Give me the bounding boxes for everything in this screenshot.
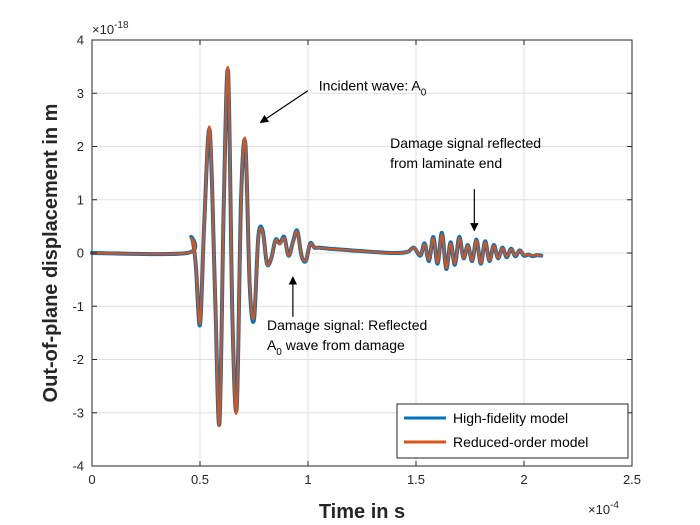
x-exponent-label: ×10-4: [588, 500, 619, 517]
series-layer: [90, 65, 544, 428]
legend: High-fidelity model Reduced-order model: [396, 403, 629, 459]
x-tick-label: 1.5: [407, 472, 425, 487]
x-tick-label: 2.5: [623, 472, 641, 487]
legend-box: [396, 403, 629, 459]
y-axis-label: Out-of-plane displacement in m: [40, 104, 62, 403]
y-exponent-value: -18: [114, 20, 129, 31]
annotation-text-laminate: Damage signal reflected: [390, 135, 541, 151]
y-exponent-label: ×10-18: [92, 20, 129, 37]
y-tick-label: 4: [77, 33, 84, 48]
y-tick-label: 3: [77, 86, 84, 101]
ticks: 0 0.5 1 1.5 2 2.5 -4 -3 -2 -1 0 1 2 3 4: [72, 33, 641, 488]
y-tick-label: -1: [72, 299, 84, 314]
x-tick-label: 1: [304, 472, 311, 487]
x-axis-label: Time in s: [319, 501, 405, 523]
annotation-arrow-incident: [259, 90, 309, 124]
y-tick-label: 1: [77, 192, 84, 207]
y-tick-label: 2: [77, 139, 84, 154]
x-tick-label: 0.5: [191, 472, 209, 487]
annotation-text-laminate: from laminate end: [390, 155, 502, 171]
legend-label-reduced-order: Reduced-order model: [453, 434, 588, 450]
x-tick-label: 2: [520, 472, 527, 487]
legend-label-high-fidelity: High-fidelity model: [453, 410, 568, 426]
annotation-text-damage: Damage signal: Reflected: [267, 317, 427, 333]
annotation-text-damage: A0 wave from damage: [267, 337, 405, 358]
y-tick-label: -2: [72, 352, 84, 367]
x-exponent-value: -4: [610, 500, 619, 511]
annotation-text-incident: Incident wave: A0: [319, 78, 427, 99]
y-tick-label: -4: [72, 459, 84, 474]
y-tick-label: -3: [72, 405, 84, 420]
y-tick-label: 0: [77, 246, 84, 261]
annotations: Incident wave: A0 Damage signal: Reflecte…: [259, 78, 541, 358]
series-line-reduced-order: [90, 65, 543, 428]
x-tick-label: 0: [88, 472, 95, 487]
